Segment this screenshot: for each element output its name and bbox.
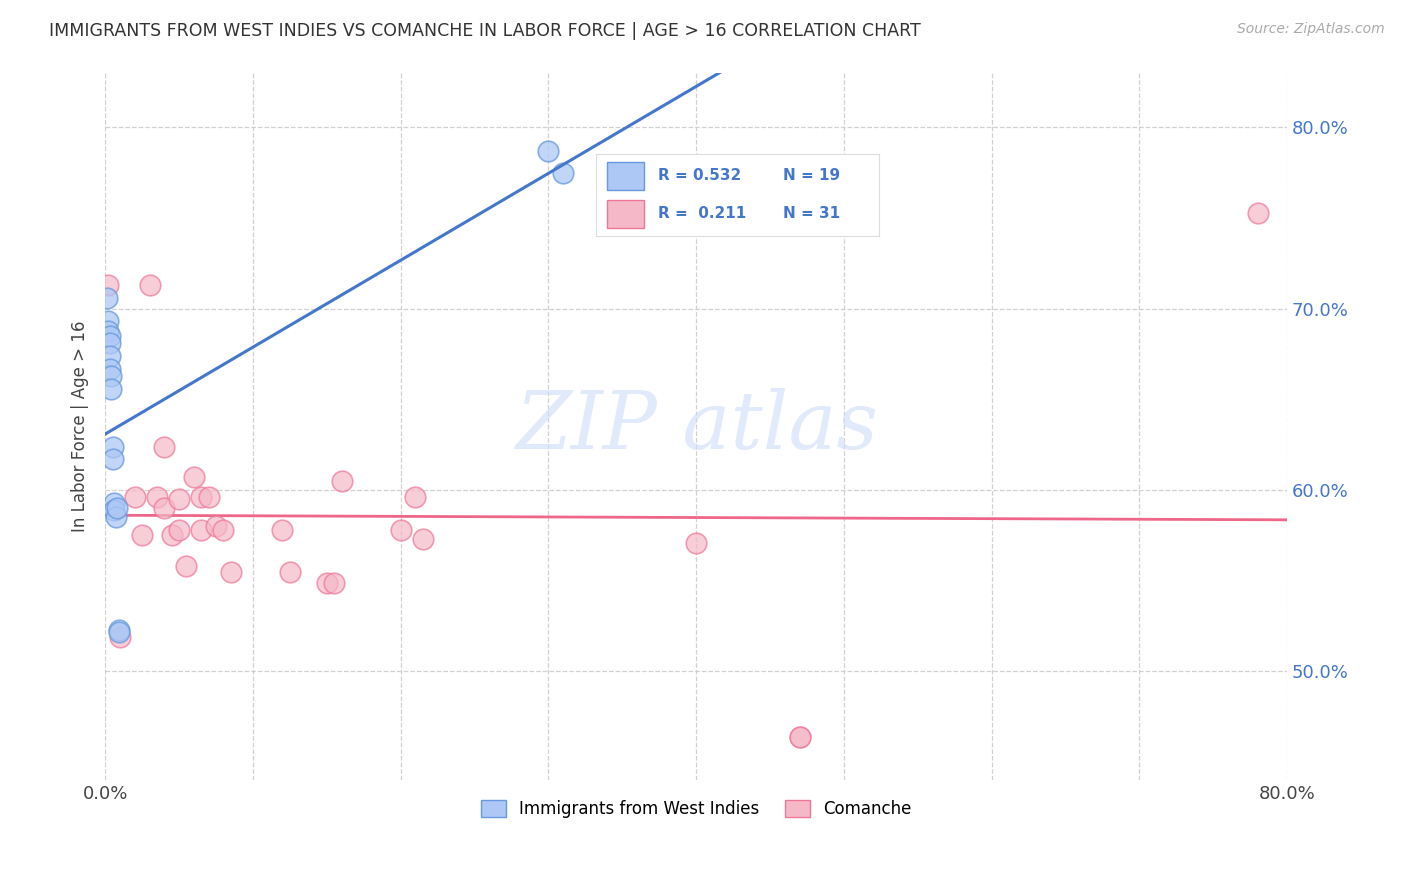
Point — [389, 523, 412, 537]
Point — [176, 559, 198, 574]
Point — [153, 501, 176, 516]
Point — [183, 470, 205, 484]
Y-axis label: In Labor Force | Age > 16: In Labor Force | Age > 16 — [72, 321, 89, 533]
Point — [278, 565, 301, 579]
Point — [98, 361, 121, 376]
Point — [101, 440, 124, 454]
Point — [190, 523, 212, 537]
Point — [205, 519, 228, 533]
Point — [100, 368, 122, 383]
Point — [219, 565, 242, 579]
Point — [197, 491, 219, 505]
Point — [160, 528, 183, 542]
Point — [104, 510, 127, 524]
Point — [330, 474, 353, 488]
Point — [789, 730, 811, 744]
Point — [167, 492, 190, 507]
Point — [107, 624, 129, 639]
Text: IMMIGRANTS FROM WEST INDIES VS COMANCHE IN LABOR FORCE | AGE > 16 CORRELATION CH: IMMIGRANTS FROM WEST INDIES VS COMANCHE … — [49, 22, 921, 40]
Point — [271, 523, 294, 537]
Point — [97, 278, 120, 293]
Point — [98, 349, 121, 363]
Point — [789, 730, 811, 744]
Point — [98, 336, 121, 351]
Point — [103, 503, 125, 517]
Point — [315, 575, 337, 590]
Point — [131, 528, 153, 542]
Point — [212, 523, 235, 537]
Point — [323, 575, 346, 590]
Point — [107, 623, 129, 637]
Point — [97, 314, 120, 328]
Point — [146, 491, 169, 505]
Legend: Immigrants from West Indies, Comanche: Immigrants from West Indies, Comanche — [474, 794, 918, 825]
Point — [105, 501, 128, 516]
Point — [167, 523, 190, 537]
Point — [96, 291, 118, 305]
Point — [124, 491, 146, 505]
Text: ZIP atlas: ZIP atlas — [515, 388, 877, 466]
Point — [1246, 205, 1268, 219]
Point — [100, 382, 122, 396]
Point — [108, 630, 131, 644]
Point — [412, 532, 434, 546]
Point — [97, 324, 120, 338]
Point — [404, 491, 426, 505]
Point — [153, 440, 176, 454]
Point — [537, 144, 560, 158]
Point — [98, 329, 121, 343]
Point — [101, 452, 124, 467]
Text: Source: ZipAtlas.com: Source: ZipAtlas.com — [1237, 22, 1385, 37]
Point — [190, 491, 212, 505]
Point — [685, 535, 707, 549]
Point — [553, 166, 575, 180]
Point — [138, 278, 160, 293]
Point — [103, 496, 125, 510]
